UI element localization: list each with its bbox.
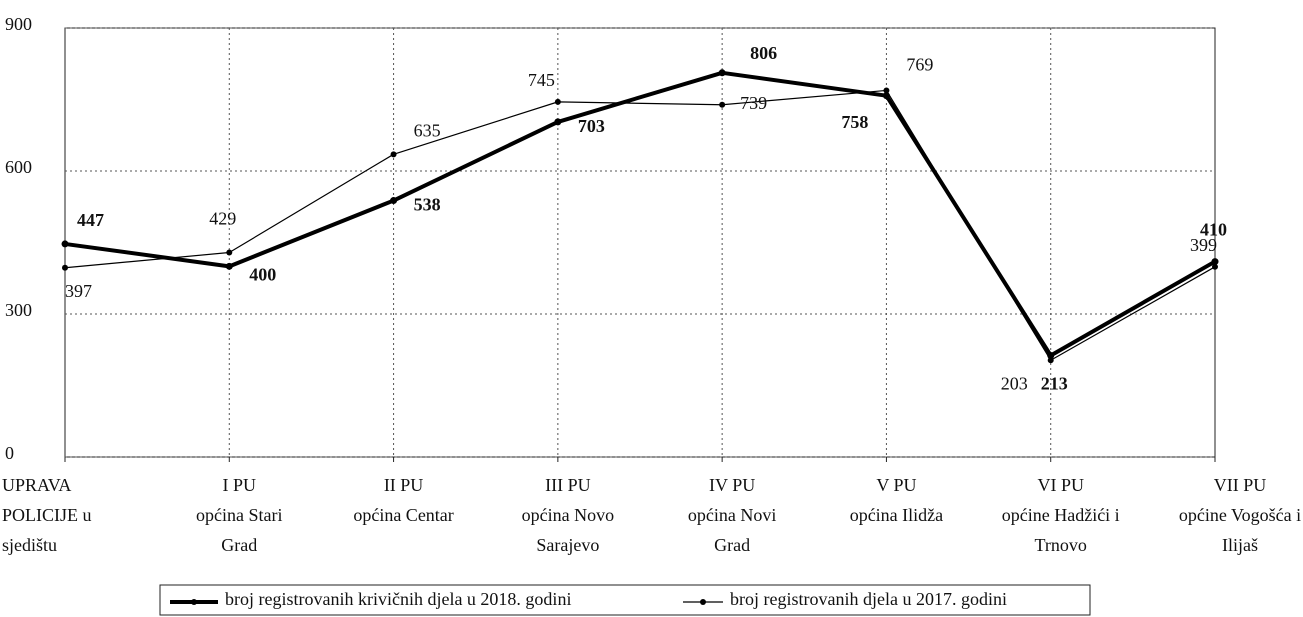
point xyxy=(554,98,561,105)
data-label: 703 xyxy=(578,116,605,136)
data-label: 410 xyxy=(1200,220,1227,240)
data-label: 400 xyxy=(249,264,276,284)
point xyxy=(883,87,890,94)
point xyxy=(1047,357,1054,364)
point xyxy=(225,262,233,270)
y-tick-label: 300 xyxy=(5,300,32,320)
line-series xyxy=(64,70,1216,358)
y-tick-label: 0 xyxy=(5,443,14,463)
data-label: 745 xyxy=(528,70,555,90)
line-series xyxy=(64,89,1216,361)
data-label: 397 xyxy=(65,281,92,301)
data-label: 538 xyxy=(414,195,441,215)
data-label: 399 xyxy=(1190,235,1217,255)
data-label: 213 xyxy=(1041,374,1068,394)
data-label: 806 xyxy=(750,43,777,63)
x-tick-label: Sarajevo xyxy=(536,535,599,555)
x-tick-label: II PU xyxy=(384,475,424,495)
point xyxy=(226,249,233,256)
data-label: 447 xyxy=(77,210,104,230)
point xyxy=(62,264,68,271)
x-tick-label: općina Novi xyxy=(688,505,776,525)
point xyxy=(719,101,726,108)
x-tick-label: I PU xyxy=(223,475,257,495)
data-label: 758 xyxy=(841,112,868,132)
point xyxy=(1211,258,1219,266)
y-tick-label: 600 xyxy=(5,157,32,177)
x-tick-label: Ilijaš xyxy=(1222,535,1258,555)
x-tick-label: općina Ilidža xyxy=(850,505,943,525)
x-tick-label: općine Vogošća i xyxy=(1179,505,1301,525)
legend-label: broj registrovanih djela u 2017. godini xyxy=(730,589,1007,609)
x-tick-label: Trnovo xyxy=(1035,535,1087,555)
x-tick-label: općine Hadžići i xyxy=(1002,505,1120,525)
x-tick-label: VII PU xyxy=(1214,475,1267,495)
x-tick-label: IV PU xyxy=(709,475,755,495)
x-tick-label: Grad xyxy=(714,535,750,555)
data-label: 429 xyxy=(209,209,236,229)
x-tick-label: III PU xyxy=(545,475,591,495)
x-tick-label: UPRAVA xyxy=(2,475,71,495)
x-tick-label: sjedištu xyxy=(2,535,57,555)
x-tick-label: VI PU xyxy=(1037,475,1084,495)
point xyxy=(390,197,398,205)
y-tick-label: 900 xyxy=(5,14,32,34)
point xyxy=(718,69,726,77)
point xyxy=(1212,263,1218,270)
data-label: 739 xyxy=(740,93,767,113)
data-label: 635 xyxy=(414,120,441,140)
data-label: 769 xyxy=(906,55,933,75)
x-tick-label: općina Stari xyxy=(196,505,282,525)
legend-label: broj registrovanih krivičnih djela u 201… xyxy=(225,589,571,609)
point xyxy=(554,118,562,126)
point xyxy=(390,151,397,158)
legend-box xyxy=(159,584,1091,616)
legend-swatch-dot xyxy=(700,599,706,605)
data-label: 203 xyxy=(1001,373,1028,393)
x-tick-label: POLICIJE u xyxy=(2,505,92,525)
x-tick-label: Grad xyxy=(221,535,257,555)
x-tick-label: V PU xyxy=(876,475,916,495)
point xyxy=(61,240,69,248)
legend-swatch-dot xyxy=(191,599,197,605)
x-tick-label: općina Novo xyxy=(522,505,614,525)
x-tick-label: općina Centar xyxy=(353,505,453,525)
